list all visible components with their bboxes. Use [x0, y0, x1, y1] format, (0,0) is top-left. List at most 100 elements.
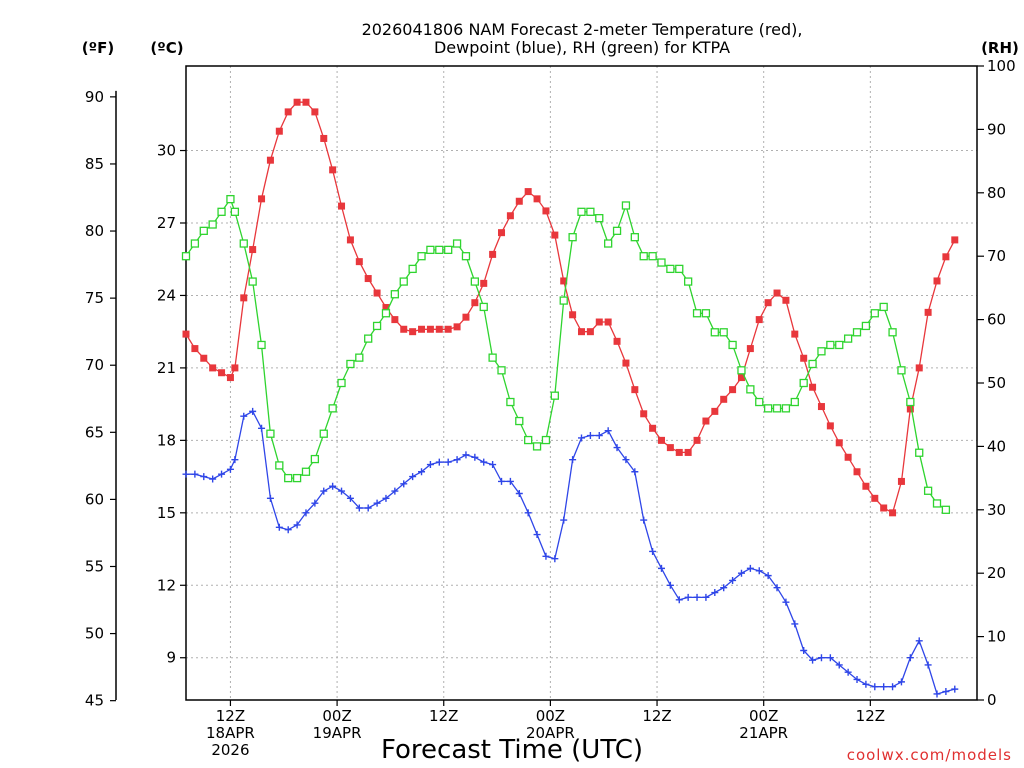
rh-point-53 — [648, 252, 657, 261]
rh-point-5 — [226, 194, 235, 204]
rh-point-69 — [790, 397, 799, 407]
temperature-point-56 — [675, 448, 683, 456]
fahrenheit-tick-85: 85 — [85, 155, 104, 173]
temperature-point-57 — [684, 448, 692, 456]
rh-tick-0: 0 — [987, 691, 997, 709]
dewpoint-point-64 — [746, 564, 754, 572]
fahrenheit-tick-55: 55 — [85, 557, 104, 575]
temperature-point-21 — [364, 275, 372, 283]
dewpoint-point-46 — [586, 432, 594, 440]
temperature-point-61 — [720, 395, 728, 403]
celsius-tick-30: 30 — [157, 142, 176, 160]
temperature-point-30 — [444, 325, 452, 333]
rh-point-63 — [737, 366, 746, 375]
temperature-point-17 — [329, 166, 337, 174]
chart-title-line-2: Dewpoint (blue), RH (green) for KTPA — [434, 38, 730, 57]
rh-tick-50: 50 — [987, 374, 1006, 392]
dewpoint-point-45 — [578, 434, 585, 442]
dewpoint-point-33 — [471, 453, 479, 461]
grid-lines — [186, 66, 977, 700]
celsius-tick-12: 12 — [157, 576, 176, 594]
dewpoint-point-63 — [737, 569, 745, 577]
temperature-point-74 — [835, 439, 843, 447]
rh-tick-20: 20 — [987, 564, 1006, 582]
rh-point-59 — [701, 309, 711, 318]
temperature-point-39 — [524, 188, 532, 196]
rh-point-74 — [835, 340, 844, 350]
dewpoint-point-24 — [391, 487, 399, 495]
dewpoint-point-1 — [191, 470, 199, 478]
temperature-point-58 — [693, 436, 701, 444]
temperature-point-41 — [542, 207, 550, 215]
rh-point-54 — [657, 258, 666, 267]
temperature-point-12 — [284, 108, 292, 116]
dewpoint-point-17 — [329, 482, 337, 490]
dewpoint-point-29 — [435, 458, 443, 466]
rh-point-81 — [897, 366, 906, 375]
rh-point-10 — [266, 429, 275, 438]
dewpoint-point-14 — [302, 509, 310, 517]
temperature-point-31 — [453, 323, 461, 331]
dewpoint-point-13 — [293, 521, 301, 529]
rh-point-41 — [541, 435, 551, 445]
rh-point-23 — [381, 309, 391, 318]
temperature-point-23 — [382, 304, 390, 312]
temperature-point-47 — [595, 318, 603, 326]
chart-title-line-1: 2026041806 NAM Forecast 2-meter Temperat… — [362, 20, 803, 39]
rh-point-26 — [408, 264, 417, 274]
rh-point-40 — [532, 442, 542, 451]
temperature-point-46 — [586, 328, 594, 336]
data-series — [181, 98, 959, 698]
dewpoint-point-22 — [373, 499, 381, 507]
dewpoint-point-21 — [364, 504, 372, 512]
fahrenheit-tick-70: 70 — [85, 356, 104, 374]
rh-point-7 — [239, 239, 248, 248]
rh-point-37 — [506, 397, 515, 407]
x-tick-label-1-1: 19APR — [313, 724, 362, 742]
celsius-unit-label: (ºC) — [150, 39, 183, 57]
dewpoint-point-84 — [924, 661, 932, 669]
rh-point-19 — [346, 359, 355, 369]
fahrenheit-tick-45: 45 — [85, 692, 104, 710]
rh-point-73 — [826, 340, 835, 350]
temperature-point-40 — [533, 195, 541, 203]
rh-tick-100: 100 — [987, 57, 1016, 75]
dewpoint-point-19 — [346, 494, 354, 502]
temperature-point-82 — [906, 405, 914, 413]
dewpoint-point-8 — [249, 407, 257, 415]
rh-point-43 — [559, 296, 568, 305]
rh-tick-30: 30 — [987, 501, 1006, 519]
fahrenheit-tick-75: 75 — [85, 289, 104, 307]
x-tick-label-0-2: 2026 — [211, 741, 249, 759]
dewpoint-point-74 — [835, 661, 843, 669]
fahrenheit-unit-label: (ºF) — [82, 39, 114, 57]
temperature-point-44 — [569, 311, 577, 319]
temperature-point-26 — [409, 328, 417, 336]
temperature-point-65 — [755, 316, 763, 324]
temperature-point-3 — [209, 364, 217, 372]
rh-tick-70: 70 — [987, 247, 1006, 265]
dewpoint-point-65 — [755, 567, 763, 575]
rh-point-30 — [444, 245, 453, 255]
temperature-point-54 — [657, 436, 665, 444]
dewpoint-point-62 — [729, 576, 737, 584]
rh-point-33 — [470, 277, 479, 286]
dewpoint-point-23 — [382, 494, 390, 502]
rh-point-22 — [372, 321, 382, 331]
rh-point-60 — [710, 328, 719, 337]
rh-point-9 — [257, 340, 266, 350]
celsius-tick-24: 24 — [157, 286, 176, 304]
dewpoint-point-30 — [444, 458, 452, 466]
rh-point-27 — [417, 252, 426, 261]
rh-point-76 — [852, 328, 862, 337]
dewpoint-point-10 — [266, 494, 274, 502]
dewpoint-point-72 — [817, 654, 825, 662]
temperature-point-72 — [817, 403, 825, 411]
x-tick-label-4-0: 12Z — [642, 707, 671, 725]
rh-point-0 — [181, 252, 191, 261]
axes — [110, 65, 984, 706]
dewpoint-point-86 — [942, 688, 950, 696]
rh-point-14 — [301, 467, 311, 476]
rh-point-83 — [915, 448, 924, 457]
